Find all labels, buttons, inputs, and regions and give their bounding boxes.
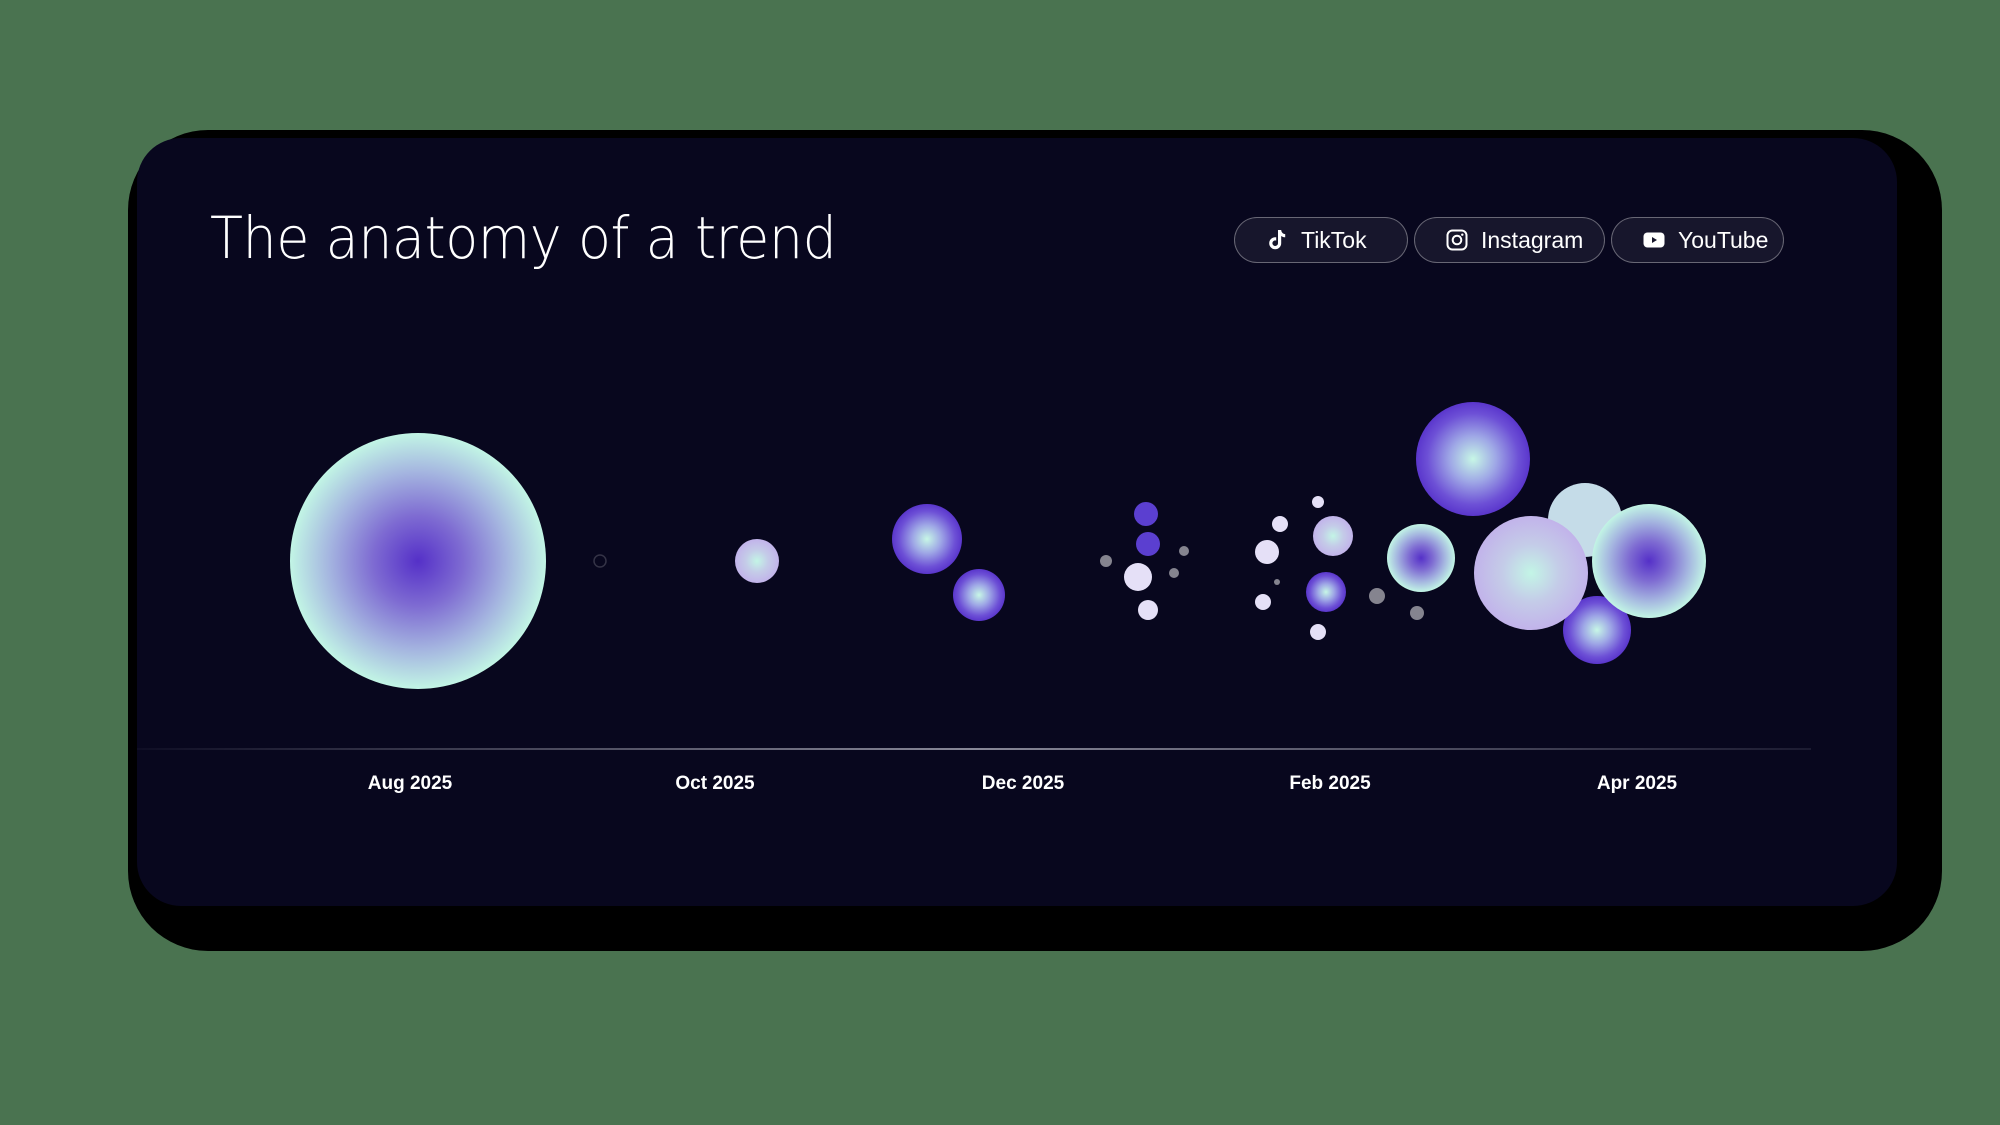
- data-bubble[interactable]: [953, 569, 1005, 621]
- x-axis-line: [137, 748, 1811, 750]
- x-tick-label: Oct 2025: [675, 773, 755, 794]
- data-bubble[interactable]: [1169, 568, 1179, 578]
- data-bubble[interactable]: [1274, 579, 1280, 585]
- filter-label: Instagram: [1481, 226, 1584, 253]
- page-title: The anatomy of a trend: [210, 204, 837, 272]
- data-bubble[interactable]: [290, 433, 546, 689]
- x-tick-label: Aug 2025: [367, 773, 453, 794]
- x-tick-label: Feb 2025: [1289, 773, 1371, 794]
- data-bubble[interactable]: [1474, 516, 1588, 630]
- data-bubble[interactable]: [1592, 504, 1706, 618]
- filter-label: YouTube: [1678, 226, 1769, 253]
- x-tick-label: Apr 2025: [1596, 773, 1678, 794]
- data-bubble[interactable]: [1310, 624, 1326, 640]
- data-bubble[interactable]: [1387, 524, 1455, 592]
- data-bubble[interactable]: [1138, 600, 1158, 620]
- data-bubble[interactable]: [1134, 502, 1158, 526]
- data-bubble[interactable]: [735, 539, 779, 583]
- instagram-icon: [1445, 228, 1469, 252]
- data-bubble[interactable]: [1272, 516, 1288, 532]
- tiktok-icon: [1265, 228, 1289, 252]
- data-bubble[interactable]: [1313, 516, 1353, 556]
- data-bubble[interactable]: [1416, 402, 1530, 516]
- data-bubble[interactable]: [593, 554, 607, 568]
- trend-card: The anatomy of a trend TikTok Instagram …: [137, 138, 1897, 906]
- youtube-icon: [1642, 228, 1666, 252]
- x-tick-label: Dec 2025: [981, 773, 1065, 794]
- data-bubble[interactable]: [1124, 563, 1152, 591]
- data-bubble[interactable]: [1312, 496, 1324, 508]
- bubble-layer: [290, 402, 1706, 689]
- data-bubble[interactable]: [892, 504, 962, 574]
- data-bubble[interactable]: [1255, 540, 1279, 564]
- data-bubble[interactable]: [1563, 596, 1631, 664]
- data-bubble[interactable]: [1179, 546, 1189, 556]
- data-bubble[interactable]: [1369, 588, 1385, 604]
- platform-filters: TikTok Instagram YouTube: [1234, 217, 1784, 263]
- data-bubble[interactable]: [1410, 606, 1424, 620]
- filter-label: TikTok: [1301, 226, 1367, 253]
- data-bubble[interactable]: [1255, 594, 1271, 610]
- data-bubble[interactable]: [1306, 572, 1346, 612]
- data-bubble[interactable]: [1136, 532, 1160, 556]
- filter-tiktok-button[interactable]: TikTok: [1234, 217, 1408, 263]
- bubble-timeline-chart: Aug 2025 Oct 2025 Dec 2025 Feb 2025 Apr …: [137, 138, 1897, 906]
- filter-instagram-button[interactable]: Instagram: [1414, 217, 1605, 263]
- data-bubble[interactable]: [1100, 555, 1112, 567]
- filter-youtube-button[interactable]: YouTube: [1611, 217, 1784, 263]
